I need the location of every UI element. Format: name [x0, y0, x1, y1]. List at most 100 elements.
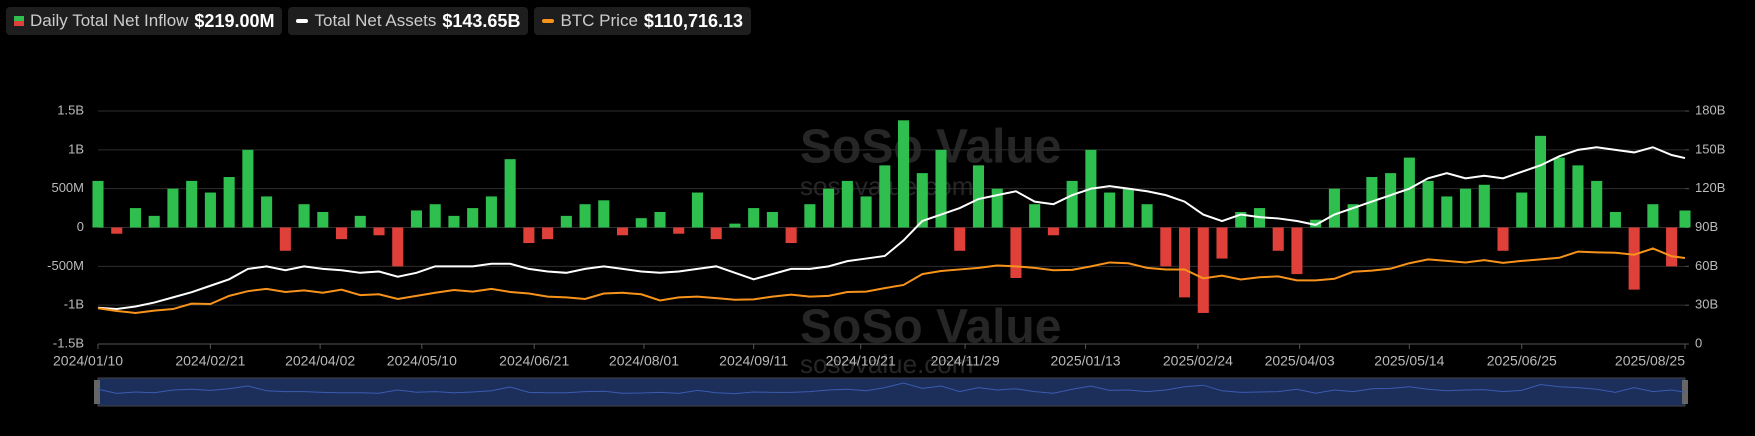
bar	[279, 227, 291, 251]
bar	[560, 215, 572, 228]
bar	[935, 149, 947, 228]
legend-item[interactable]: Total Net Assets $143.65B	[288, 7, 529, 35]
bar	[1010, 227, 1022, 278]
bar	[1441, 196, 1453, 228]
bar	[317, 211, 329, 228]
bar	[1347, 204, 1359, 228]
y2-tick-label: 180B	[1695, 102, 1725, 117]
bar	[972, 165, 985, 228]
legend-item[interactable]: Daily Total Net Inflow $219.00M	[6, 7, 283, 35]
x-tick-label: 2024/08/01	[609, 353, 679, 369]
bar	[1516, 192, 1528, 228]
legend-value: $219.00M	[194, 10, 275, 31]
x-tick-label: 2024/11/29	[931, 353, 1000, 369]
x-tick-label: 2024/05/10	[387, 353, 457, 369]
bar	[991, 188, 1003, 228]
y2-tick-label: 90B	[1695, 219, 1718, 234]
bar	[92, 180, 104, 228]
bar	[673, 227, 685, 234]
bar	[1216, 227, 1228, 259]
legend: Daily Total Net Inflow $219.00M Total Ne…	[6, 7, 752, 35]
bar	[523, 227, 535, 244]
bar	[204, 192, 216, 228]
bar	[167, 188, 179, 228]
x-tick-label: 2025/05/14	[1374, 353, 1444, 369]
bar	[1497, 227, 1509, 251]
bar	[1403, 157, 1415, 228]
bar	[1179, 227, 1191, 298]
bar	[1609, 211, 1621, 228]
legend-value: $110,716.13	[643, 10, 744, 31]
bar	[392, 227, 404, 267]
bar	[766, 211, 778, 228]
bar	[504, 159, 516, 228]
y2-tick-label: 120B	[1695, 180, 1725, 195]
legend-swatch	[542, 19, 555, 23]
x-tick-label: 2024/06/21	[499, 353, 569, 369]
bar	[1272, 227, 1284, 251]
bar	[410, 210, 423, 228]
x-tick-label: 2024/02/21	[175, 353, 245, 369]
bar	[373, 227, 385, 236]
bar	[804, 204, 816, 228]
bar	[654, 211, 666, 228]
bar	[242, 149, 254, 228]
bar	[579, 204, 591, 228]
watermark-site: sosovalue.com	[800, 349, 973, 379]
bar	[898, 120, 910, 228]
bar	[1478, 184, 1490, 228]
bar	[1666, 227, 1678, 267]
bar	[954, 227, 966, 251]
bar	[129, 208, 142, 228]
bar	[1160, 227, 1172, 267]
bar	[841, 180, 853, 228]
bar	[223, 177, 235, 228]
navigator-line	[97, 382, 1686, 395]
legend-swatch	[14, 16, 24, 26]
x-tick-label: 2025/06/25	[1487, 353, 1557, 369]
x-tick-label: 2025/02/24	[1163, 353, 1233, 369]
bar	[785, 227, 797, 244]
bar	[748, 208, 760, 228]
bar	[1647, 204, 1659, 228]
x-tick-label: 2024/10/21	[826, 353, 896, 369]
bar	[467, 208, 479, 228]
bar	[261, 196, 273, 228]
bar	[354, 215, 366, 228]
watermark-text: SoSo Value	[800, 301, 1061, 354]
y2-tick-label: 30B	[1695, 297, 1718, 312]
bar	[148, 215, 160, 228]
bar	[879, 165, 891, 228]
x-tick-label: 2025/08/25	[1615, 353, 1685, 369]
y2-tick-label: 150B	[1695, 141, 1725, 156]
bar	[1066, 180, 1078, 228]
bar	[1104, 192, 1116, 228]
bar	[298, 204, 310, 228]
bar	[429, 204, 441, 228]
legend-item[interactable]: BTC Price $110,716.13	[534, 7, 752, 35]
navigator[interactable]	[97, 377, 1686, 407]
bar	[1591, 180, 1603, 228]
bar	[1422, 180, 1434, 228]
bar	[1534, 135, 1547, 228]
bar	[1310, 219, 1322, 228]
bar	[1197, 227, 1209, 313]
navigator-handle[interactable]	[94, 380, 100, 404]
y-tick-label: 0	[77, 219, 84, 234]
bar	[542, 227, 554, 240]
x-tick-label: 2024/04/02	[285, 353, 355, 369]
bar	[1122, 188, 1134, 228]
bar	[1679, 210, 1691, 228]
bar	[1291, 227, 1303, 275]
y-tick-label: 1B	[68, 141, 84, 156]
bar	[916, 173, 928, 228]
bar	[823, 188, 835, 228]
bar	[1328, 188, 1340, 228]
watermark: SoSo Value sosovalue.com SoSo Value soso…	[800, 121, 1061, 379]
bar	[617, 227, 629, 236]
legend-label: BTC Price	[560, 11, 638, 30]
line	[97, 146, 1686, 311]
bar	[635, 218, 647, 228]
bar	[336, 227, 348, 240]
